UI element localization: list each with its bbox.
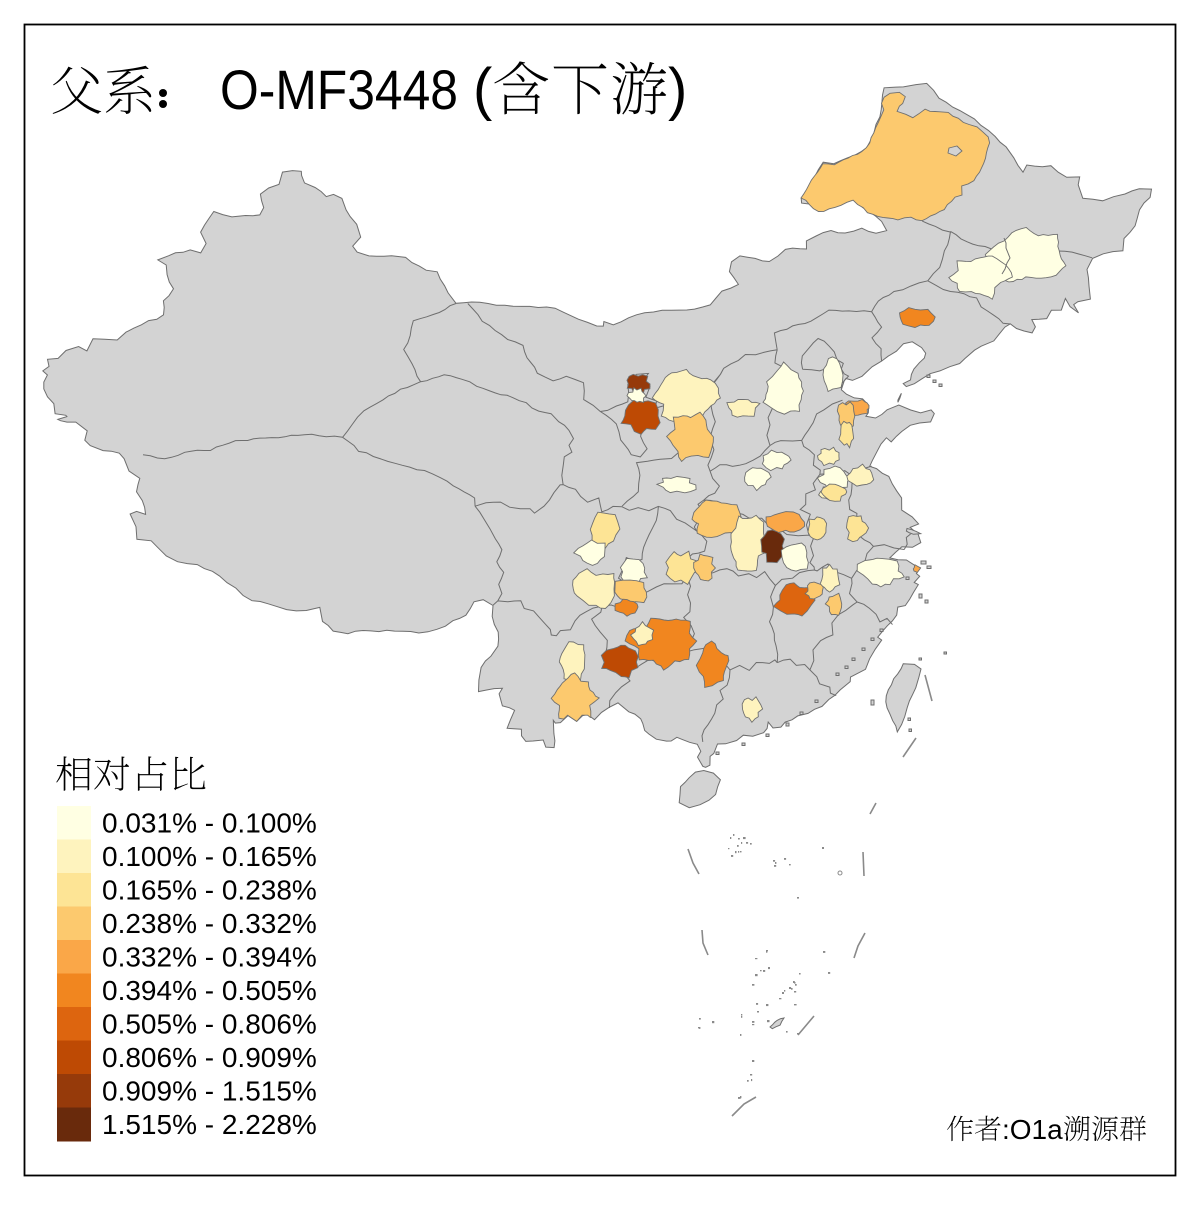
svg-text:0.505% - 0.806%: 0.505% - 0.806%	[102, 1009, 317, 1040]
svg-text:0.909% - 1.515%: 0.909% - 1.515%	[102, 1076, 317, 1107]
svg-text::O1a: :O1a	[1002, 1114, 1063, 1145]
svg-text:0.165% - 0.238%: 0.165% - 0.238%	[102, 875, 317, 906]
svg-text:0.332% - 0.394%: 0.332% - 0.394%	[102, 942, 317, 973]
svg-text:0.100% - 0.165%: 0.100% - 0.165%	[102, 841, 317, 872]
svg-text:0.238% - 0.332%: 0.238% - 0.332%	[102, 908, 317, 939]
svg-text:O-MF3448: O-MF3448	[220, 58, 458, 121]
svg-text:0.806% - 0.909%: 0.806% - 0.909%	[102, 1042, 317, 1073]
svg-text:(: (	[473, 57, 492, 122]
svg-text:1.515% - 2.228%: 1.515% - 2.228%	[102, 1109, 317, 1140]
svg-text:): )	[668, 57, 687, 122]
svg-text:0.031% - 0.100%: 0.031% - 0.100%	[102, 808, 317, 839]
svg-text:0.394% - 0.505%: 0.394% - 0.505%	[102, 975, 317, 1006]
